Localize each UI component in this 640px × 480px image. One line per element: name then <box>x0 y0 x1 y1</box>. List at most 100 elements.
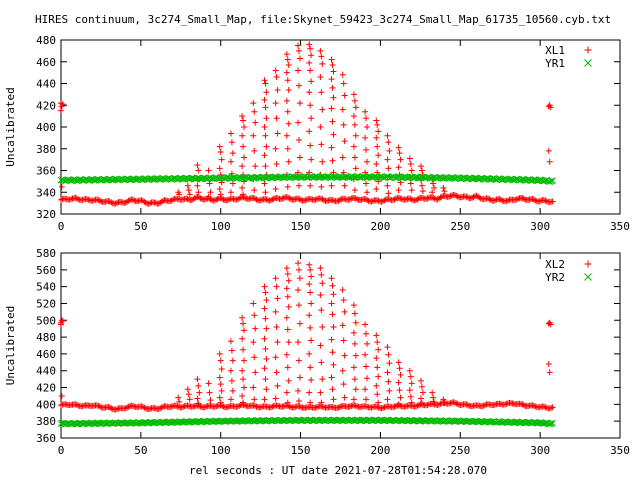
data-point <box>285 120 292 127</box>
data-point <box>216 394 223 401</box>
data-point <box>329 84 336 91</box>
data-point <box>340 80 347 87</box>
data-point <box>384 156 391 163</box>
legend-marker-xl2 <box>584 260 592 268</box>
x-tick-label: 150 <box>291 444 311 457</box>
data-point <box>194 162 201 169</box>
data-point <box>396 365 403 372</box>
data-point <box>429 189 436 196</box>
data-point <box>274 339 281 346</box>
data-point <box>307 45 314 52</box>
data-point <box>308 300 315 307</box>
data-point <box>419 389 426 396</box>
data-point <box>252 163 259 170</box>
data-point <box>241 154 248 161</box>
data-point <box>318 271 325 278</box>
data-point <box>339 106 346 113</box>
data-point <box>274 87 281 94</box>
data-point <box>283 97 290 104</box>
data-point <box>441 399 448 406</box>
data-point <box>263 386 270 393</box>
data-point <box>397 156 404 163</box>
data-point <box>285 377 292 384</box>
data-point <box>58 392 65 399</box>
data-point <box>57 107 64 114</box>
data-point <box>216 185 223 192</box>
y-tick-label: 360 <box>36 432 56 445</box>
data-point <box>339 71 346 78</box>
data-point <box>362 351 369 358</box>
data-point <box>375 346 382 353</box>
chart-title: HIRES continuum, 3c274_Small_Map, file:S… <box>35 13 611 26</box>
data-point <box>176 398 183 405</box>
data-point <box>306 261 313 268</box>
data-point <box>362 386 369 393</box>
y-axis-label: Uncalibrated <box>4 306 17 385</box>
panel-bottom: 0 50 100 150 200 250 300 350 360 380 400 420 440 460 4… <box>4 247 630 457</box>
data-point <box>216 143 223 150</box>
data-point <box>308 115 315 122</box>
data-point <box>229 387 236 394</box>
data-point <box>284 183 291 190</box>
data-point <box>407 180 414 187</box>
data-point <box>395 144 402 151</box>
data-point <box>350 113 357 120</box>
data-point <box>262 289 269 296</box>
data-point <box>186 191 193 198</box>
data-point <box>195 189 202 196</box>
data-point <box>373 382 380 389</box>
data-point <box>194 395 201 402</box>
data-point <box>306 89 313 96</box>
data-point <box>227 130 234 137</box>
data-point <box>329 386 336 393</box>
legend-marker-xl1 <box>584 46 592 54</box>
data-point <box>272 275 279 282</box>
data-point <box>318 359 325 366</box>
data-point <box>373 117 380 124</box>
data-point <box>262 132 269 139</box>
data-point <box>295 82 302 89</box>
data-point <box>363 396 370 403</box>
data-point <box>261 335 268 342</box>
data-point <box>272 145 279 152</box>
data-point <box>207 189 214 196</box>
data-point <box>227 396 234 403</box>
data-point <box>307 266 314 273</box>
data-point <box>328 374 335 381</box>
data-point <box>306 128 313 135</box>
series-yr1 <box>57 173 556 186</box>
data-point <box>339 322 346 329</box>
data-point <box>417 377 424 384</box>
data-point <box>239 184 246 191</box>
data-point <box>385 351 392 358</box>
data-point <box>57 100 64 107</box>
data-point <box>263 143 270 150</box>
data-point <box>395 359 402 366</box>
data-point <box>263 89 270 96</box>
data-point <box>350 329 357 336</box>
data-point <box>397 371 404 378</box>
data-point <box>295 260 302 267</box>
data-point <box>239 335 246 342</box>
data-point-cluster <box>58 399 556 413</box>
data-point <box>251 396 258 403</box>
data-point <box>295 266 302 273</box>
data-point <box>362 108 369 115</box>
data-point <box>295 357 302 364</box>
data-point <box>329 282 336 289</box>
x-tick-label: 150 <box>291 220 311 233</box>
y-tick-label: 480 <box>36 34 56 47</box>
data-point <box>272 354 279 361</box>
data-point <box>262 104 269 111</box>
data-point <box>431 398 438 405</box>
data-point <box>284 326 291 333</box>
data-point <box>284 271 291 278</box>
y-tick-label: 540 <box>36 281 56 294</box>
data-point <box>176 191 183 198</box>
data-point <box>263 297 270 304</box>
data-point <box>330 396 337 403</box>
data-point <box>385 165 392 172</box>
x-tick-label: 350 <box>610 444 630 457</box>
data-point <box>284 56 291 63</box>
y-tick-label: 400 <box>36 121 56 134</box>
